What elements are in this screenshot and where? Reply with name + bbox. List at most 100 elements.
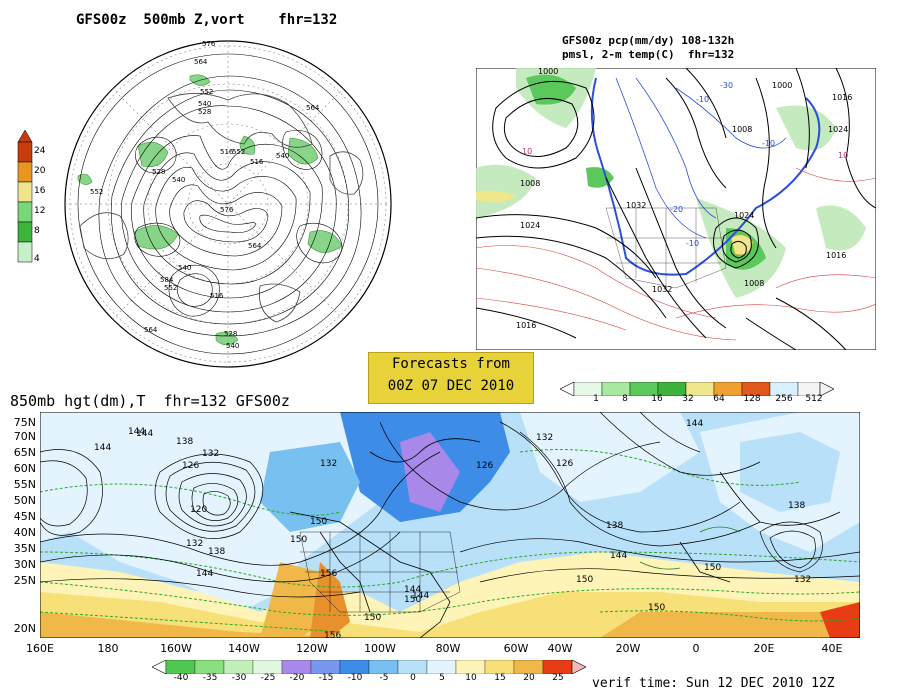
precip-colorbar-tick: 512 bbox=[805, 394, 823, 404]
precip-contour-label: 1008 bbox=[744, 279, 764, 288]
polar-contour-label: 540 bbox=[226, 342, 239, 350]
vorticity-colorbar-tick: 24 bbox=[34, 146, 46, 156]
t850-contour-label: 150 bbox=[310, 517, 327, 527]
forecast-init-line2: 00Z 07 DEC 2010 bbox=[387, 378, 515, 394]
polar-contour-label: 528 bbox=[198, 108, 211, 116]
lat-label: 60N bbox=[13, 462, 36, 475]
polar-contour-label: 584 bbox=[160, 276, 174, 284]
precip-contour-label: 1016 bbox=[832, 93, 852, 102]
temperature-colorbar-tick: 20 bbox=[523, 673, 535, 683]
precip-colorbar-tick: 64 bbox=[713, 394, 725, 404]
lat-label: 35N bbox=[13, 542, 36, 555]
temperature-colorbar-tick: -30 bbox=[231, 673, 247, 683]
precip-contour-label: -30 bbox=[720, 81, 733, 90]
lon-label: 180 bbox=[97, 642, 119, 655]
lat-label: 75N bbox=[13, 416, 36, 429]
t850-contour-label: 132 bbox=[320, 459, 337, 469]
lat-label: 45N bbox=[13, 510, 36, 523]
temperature-colorbar-tick: 15 bbox=[494, 673, 506, 683]
lat-label: 50N bbox=[13, 494, 36, 507]
t850-contour-label: 138 bbox=[606, 521, 623, 531]
t850-contour-label: 150 bbox=[704, 563, 721, 573]
t850-contour-label: 144 bbox=[412, 591, 429, 601]
temperature-colorbar-tick: -40 bbox=[173, 673, 189, 683]
polar-contour-label: 516 bbox=[250, 158, 264, 166]
temperature-colorbar-tick: 0 bbox=[410, 673, 416, 683]
lat-label: 40N bbox=[13, 526, 36, 539]
t850-contour-label: 132 bbox=[202, 449, 219, 459]
precip-contour-label: 10 bbox=[522, 147, 532, 156]
precip-contour-label: 1000 bbox=[772, 81, 792, 90]
polar-contour-label: 528 bbox=[224, 330, 237, 338]
precip-colorbar bbox=[560, 382, 834, 396]
t850-contour-label: 150 bbox=[364, 613, 381, 623]
lat-label: 65N bbox=[13, 446, 36, 459]
t850-contour-label: 138 bbox=[788, 501, 805, 511]
precip-colorbar-tick: 32 bbox=[682, 394, 694, 404]
t850-contour-label: 126 bbox=[476, 461, 493, 471]
lon-label: 60W bbox=[503, 642, 529, 655]
temperature-colorbar-tick: -5 bbox=[379, 673, 389, 683]
temperature-colorbar-tick: -15 bbox=[318, 673, 334, 683]
precip-contour-label: 1024 bbox=[734, 211, 754, 220]
polar-contour-label: 540 bbox=[276, 152, 289, 160]
lon-label: 0 bbox=[692, 642, 700, 655]
polar-contour-label: 528 bbox=[152, 168, 165, 176]
forecast-init-line1: Forecasts from bbox=[391, 356, 510, 372]
precip-contour-label: -10 bbox=[696, 95, 709, 104]
lat-label: 70N bbox=[13, 430, 36, 443]
precip-contour-label: 1008 bbox=[520, 179, 540, 188]
t850-contour-label: 138 bbox=[176, 437, 193, 447]
vorticity-colorbar-tick: 16 bbox=[34, 186, 46, 196]
temperature-colorbar bbox=[152, 660, 586, 674]
vorticity-colorbar-tick: 4 bbox=[34, 254, 40, 264]
t850-contour-label: 156 bbox=[324, 631, 341, 638]
t850-contour-label: 144 bbox=[128, 427, 145, 437]
polar-contour-label: 564 bbox=[194, 58, 208, 66]
temperature-colorbar-tick: -20 bbox=[289, 673, 305, 683]
lon-label: 80W bbox=[435, 642, 461, 655]
lon-label: 40E bbox=[821, 642, 843, 655]
precip-contour-label: 10 bbox=[838, 151, 848, 160]
t850-contour-label: 144 bbox=[610, 551, 627, 561]
temperature-colorbar-tick: 5 bbox=[439, 673, 445, 683]
t850-contour-label: 126 bbox=[556, 459, 573, 469]
verification-time: verif time: Sun 12 DEC 2010 12Z bbox=[592, 676, 835, 691]
precip-contour-label: 1024 bbox=[828, 125, 848, 134]
lon-label: 140W bbox=[228, 642, 260, 655]
vorticity-colorbar-tick: 8 bbox=[34, 226, 40, 236]
precip-contour-label: 1016 bbox=[516, 321, 536, 330]
precip-contour-label: 1008 bbox=[732, 125, 752, 134]
precip-contour-label: 1000 bbox=[538, 68, 558, 76]
t850-contour-label: 150 bbox=[576, 575, 593, 585]
precip-pmsl-map: 1000 1016 1008 1024 1032 1016 1024 1008 … bbox=[476, 68, 876, 350]
temperature-colorbar-tick: -10 bbox=[347, 673, 363, 683]
precip-colorbar-tick: 256 bbox=[775, 394, 793, 404]
polar-contour-label: 576 bbox=[202, 40, 216, 48]
t850-contour-label: 150 bbox=[648, 603, 665, 613]
temperature-colorbar-tick: 25 bbox=[552, 673, 564, 683]
polar-500mb-title: GFS00z 500mb Z,vort fhr=132 bbox=[76, 12, 338, 28]
precip-contour-label: 1032 bbox=[652, 285, 672, 294]
polar-contour-label: 552 bbox=[164, 284, 177, 292]
t850-contour-label: 144 bbox=[196, 569, 213, 579]
t850-contour-label: 132 bbox=[186, 539, 203, 549]
precip-colorbar-tick: 16 bbox=[651, 394, 663, 404]
lat-label: 55N bbox=[13, 478, 36, 491]
t850-contour-label: 150 bbox=[404, 595, 421, 605]
precip-contour-label: 1024 bbox=[520, 221, 540, 230]
polar-contour-label: 540 bbox=[178, 264, 191, 272]
vorticity-colorbar bbox=[17, 130, 33, 263]
precip-colorbar-tick: 1 bbox=[593, 394, 599, 404]
t850-contour-label: 126 bbox=[182, 461, 199, 471]
lon-label: 120W bbox=[296, 642, 328, 655]
forecast-init-box: Forecasts from 00Z 07 DEC 2010 bbox=[368, 352, 534, 404]
polar-contour-label: 552 bbox=[232, 148, 245, 156]
t850-contour-label: 132 bbox=[536, 433, 553, 443]
t850-contour-label: 144 bbox=[136, 429, 153, 439]
lon-label: 20W bbox=[615, 642, 641, 655]
precip-contour-label: 1016 bbox=[826, 251, 846, 260]
precip-contour-label: -10 bbox=[686, 239, 699, 248]
t850-contour-label: 138 bbox=[208, 547, 225, 557]
vorticity-colorbar-tick: 12 bbox=[34, 206, 46, 216]
